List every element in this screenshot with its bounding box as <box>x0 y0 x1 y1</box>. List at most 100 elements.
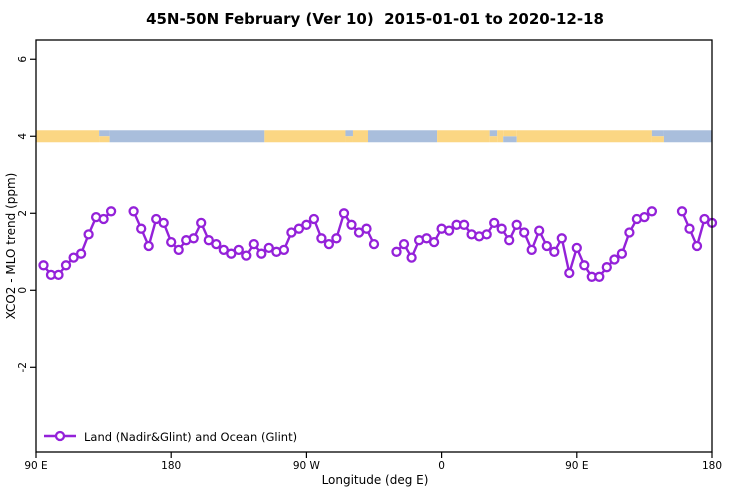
data-point-marker <box>105 206 117 217</box>
surface-band-segment-land <box>345 136 353 143</box>
x-tick-label: 180 <box>161 460 181 472</box>
data-point-marker <box>248 238 259 250</box>
legend-label: Land (Nadir&Glint) and Ocean (Glint) <box>84 430 298 444</box>
data-point-marker <box>684 223 695 234</box>
data-point-marker <box>353 227 365 238</box>
data-point-marker <box>496 223 507 234</box>
surface-band-segment-land <box>489 136 498 143</box>
data-point-marker <box>564 267 575 279</box>
data-point-marker <box>151 213 162 225</box>
x-tick-label: 0 <box>438 460 445 472</box>
x-tick-label: 90 E <box>24 460 47 472</box>
surface-band-segment-land <box>437 130 490 143</box>
data-point-marker <box>541 240 552 252</box>
data-point-marker <box>526 244 537 256</box>
x-tick-label: 90 W <box>293 460 321 472</box>
data-point-marker <box>68 252 79 263</box>
x-tick-label: 90 E <box>565 460 588 472</box>
surface-band-segment-land <box>352 130 368 143</box>
data-point-marker <box>691 240 703 252</box>
surface-band-segment-ocean <box>109 130 265 143</box>
data-point-marker <box>218 244 229 256</box>
data-point-marker <box>601 262 612 273</box>
surface-band-segment-ocean <box>489 130 498 137</box>
data-point-marker <box>173 244 184 256</box>
surface-band-segment-land <box>516 130 652 143</box>
data-point-marker <box>338 208 350 219</box>
data-point-marker <box>361 223 372 234</box>
data-point-marker <box>158 217 169 229</box>
surface-band-segment-ocean <box>99 130 110 137</box>
data-point-marker <box>579 260 590 271</box>
data-point-marker <box>481 229 492 240</box>
y-tick-label: -2 <box>17 362 29 372</box>
data-point-marker <box>316 233 327 244</box>
data-point-marker <box>263 242 274 254</box>
y-tick-label: 0 <box>17 287 29 294</box>
data-point-marker <box>98 213 109 225</box>
data-point-marker <box>398 238 410 250</box>
data-point-marker <box>676 206 688 217</box>
data-point-marker <box>346 219 357 230</box>
data-point-marker <box>489 217 500 229</box>
data-point-marker <box>286 227 297 238</box>
data-point-marker <box>331 233 342 244</box>
surface-band-segment-ocean <box>367 130 438 143</box>
data-point-marker <box>83 229 94 240</box>
x-axis-title: Longitude (deg E) <box>321 473 429 487</box>
data-point-marker <box>519 227 530 238</box>
data-point-marker <box>293 223 305 234</box>
data-point-marker <box>458 219 470 230</box>
data-point-marker <box>571 242 582 254</box>
data-point-marker <box>368 238 380 250</box>
data-point-marker <box>639 211 650 223</box>
data-point-marker <box>323 238 335 250</box>
data-point-marker <box>143 240 154 252</box>
data-point-marker <box>226 248 237 259</box>
surface-band-segment-ocean <box>503 136 517 143</box>
data-point-marker <box>211 238 222 250</box>
data-point-marker <box>188 233 199 244</box>
data-point-marker <box>609 254 620 265</box>
data-point-marker <box>421 233 432 244</box>
plot-border <box>35 39 713 453</box>
surface-band-segment-ocean <box>651 130 664 137</box>
data-point-marker <box>128 206 139 217</box>
data-point-marker <box>53 269 64 281</box>
data-point-marker <box>511 219 522 230</box>
data-point-marker <box>406 252 417 263</box>
data-point-marker <box>556 233 567 244</box>
y-tick-label: 2 <box>17 210 29 217</box>
data-point-marker <box>278 244 290 256</box>
data-point-marker <box>534 225 545 236</box>
data-point-marker <box>256 248 267 259</box>
data-point-marker <box>203 235 214 246</box>
legend-marker <box>54 430 66 442</box>
data-point-marker <box>38 260 49 271</box>
y-tick-label: 4 <box>17 133 29 140</box>
x-tick-label: 180 <box>702 460 722 472</box>
data-point-marker <box>428 236 440 248</box>
data-point-marker <box>699 213 710 225</box>
surface-band-segment-land <box>99 136 110 143</box>
data-point-marker <box>308 213 320 225</box>
y-axis-title: XCO2 - MLO trend (ppm) <box>4 172 18 320</box>
surface-band-segment-land <box>36 130 100 143</box>
data-point-marker <box>60 260 72 271</box>
chart-title: 45N-50N February (Ver 10) 2015-01-01 to … <box>146 10 604 28</box>
surface-band-segment-land <box>497 130 504 143</box>
surface-band-segment-land <box>264 130 346 143</box>
data-point-marker <box>241 250 252 261</box>
data-point-marker <box>646 206 658 217</box>
data-point-marker <box>624 227 635 238</box>
data-point-marker <box>594 271 605 282</box>
data-point-marker <box>136 223 147 234</box>
data-point-marker <box>616 248 628 259</box>
data-point-marker <box>549 246 560 257</box>
surface-band-segment-land <box>651 136 664 143</box>
data-point-marker <box>196 217 207 229</box>
data-point-marker <box>443 225 455 236</box>
data-point-marker <box>391 246 402 257</box>
